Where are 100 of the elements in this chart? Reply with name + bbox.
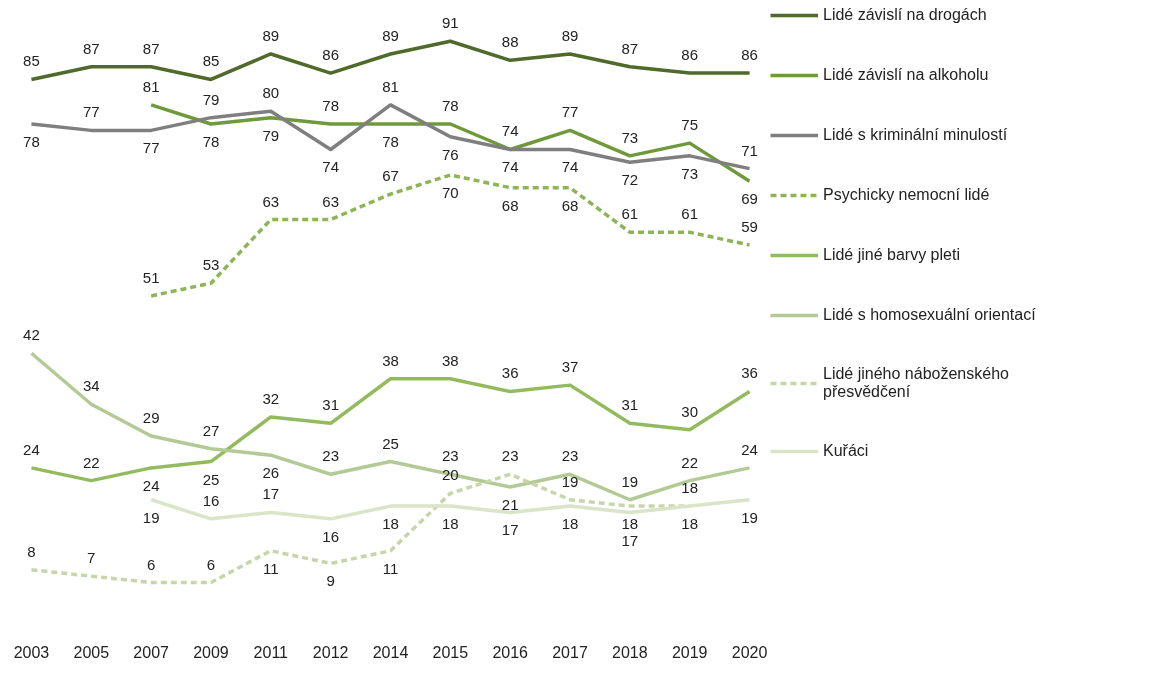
data-label: 86: [681, 46, 699, 64]
legend-label: Lidé jiné barvy pleti: [823, 246, 960, 264]
data-label: 8: [27, 542, 36, 560]
data-label: 63: [262, 192, 280, 210]
x-tick-label: 2005: [73, 643, 110, 661]
x-tick-label: 2003: [13, 643, 50, 661]
data-label: 69: [741, 190, 758, 208]
x-tick-label: 2015: [432, 643, 469, 661]
data-label: 20: [442, 466, 459, 484]
data-label: 81: [382, 77, 399, 95]
data-label: 74: [501, 158, 519, 176]
data-label: 19: [142, 508, 160, 526]
data-label: 25: [382, 434, 399, 452]
data-label: 18: [621, 515, 639, 533]
x-tick-label: 2012: [312, 643, 349, 661]
data-label: 79: [202, 90, 220, 108]
x-tick-label: 2019: [671, 643, 708, 661]
data-label: 18: [561, 515, 579, 533]
data-label: 87: [82, 39, 100, 57]
data-label: 77: [561, 103, 579, 121]
data-label: 87: [621, 39, 639, 57]
legend-label: Lidé jiného náboženského přesvědčení: [823, 365, 1009, 401]
data-label: 86: [741, 46, 758, 64]
data-label: 85: [202, 52, 220, 70]
legend-label: Lidé závislí na drogách: [823, 6, 987, 24]
data-label: 19: [741, 508, 758, 526]
x-tick-label: 2011: [253, 643, 289, 661]
legend-label: Lidé závislí na alkoholu: [823, 66, 989, 84]
data-label: 78: [202, 133, 220, 151]
data-label: 32: [262, 389, 280, 407]
x-tick-label: 2007: [133, 643, 170, 661]
data-label: 18: [382, 515, 399, 533]
data-label: 70: [442, 183, 459, 201]
data-label: 89: [262, 26, 280, 44]
data-label: 21: [501, 496, 519, 514]
data-label: 74: [501, 122, 519, 140]
data-label: 31: [621, 396, 639, 414]
data-label: 88: [501, 33, 519, 51]
x-tick-label: 2018: [612, 643, 648, 661]
data-label: 78: [442, 97, 459, 115]
data-label: 59: [741, 218, 758, 236]
data-label: 23: [561, 447, 579, 465]
data-label: 74: [322, 158, 339, 176]
data-label: 38: [442, 351, 459, 369]
data-label: 16: [322, 527, 339, 545]
data-label: 78: [322, 97, 339, 115]
data-label: 34: [82, 377, 100, 395]
data-label: 78: [23, 133, 40, 151]
data-label: 23: [322, 447, 339, 465]
data-label: 24: [741, 440, 758, 458]
data-label: 17: [621, 532, 639, 550]
data-label: 27: [202, 421, 220, 439]
data-label: 16: [202, 491, 220, 509]
data-label: 17: [501, 521, 519, 539]
data-label: 81: [142, 77, 160, 95]
data-label: 42: [23, 326, 40, 344]
x-tick-label: 2016: [492, 643, 529, 661]
data-label: 30: [681, 402, 699, 420]
data-label: 38: [382, 351, 399, 369]
data-label: 86: [322, 46, 339, 64]
x-tick-label: 2017: [552, 643, 588, 661]
data-label: 87: [142, 39, 160, 57]
data-label: 85: [23, 52, 40, 70]
data-label: 89: [561, 26, 579, 44]
data-label: 25: [202, 470, 220, 488]
data-label: 19: [561, 472, 579, 490]
x-tick-label: 2020: [731, 643, 768, 661]
data-label: 24: [23, 440, 40, 458]
x-tick-label: 2009: [193, 643, 229, 661]
data-label: 78: [382, 133, 399, 151]
data-label: 53: [202, 256, 220, 274]
data-label: 77: [142, 139, 160, 157]
data-label: 18: [681, 515, 699, 533]
data-label: 67: [382, 167, 399, 185]
data-label: 79: [262, 126, 280, 144]
data-label: 7: [87, 549, 96, 567]
data-label: 36: [741, 364, 758, 382]
data-label: 22: [82, 453, 100, 471]
data-label: 6: [206, 555, 216, 573]
data-label: 74: [561, 158, 579, 176]
data-label: 23: [442, 447, 459, 465]
legend-label: Psychicky nemocní lidé: [823, 186, 990, 204]
data-label: 68: [501, 196, 519, 214]
data-label: 37: [561, 358, 579, 376]
data-label: 51: [142, 268, 160, 286]
data-label: 73: [621, 128, 639, 146]
legend-label: Lidé s kriminální minulostí: [823, 126, 1008, 144]
data-label: 36: [501, 364, 519, 382]
data-label: 9: [326, 572, 335, 590]
data-label: 75: [681, 116, 699, 134]
data-label: 76: [442, 145, 459, 163]
legend-label: Kuřáci: [823, 442, 869, 460]
data-label: 61: [681, 205, 699, 223]
data-label: 89: [382, 26, 399, 44]
data-label: 17: [262, 485, 280, 503]
data-label: 73: [681, 164, 699, 182]
data-label: 91: [442, 14, 459, 32]
data-label: 11: [263, 559, 279, 577]
data-label: 11: [382, 559, 399, 577]
data-label: 63: [322, 192, 339, 210]
